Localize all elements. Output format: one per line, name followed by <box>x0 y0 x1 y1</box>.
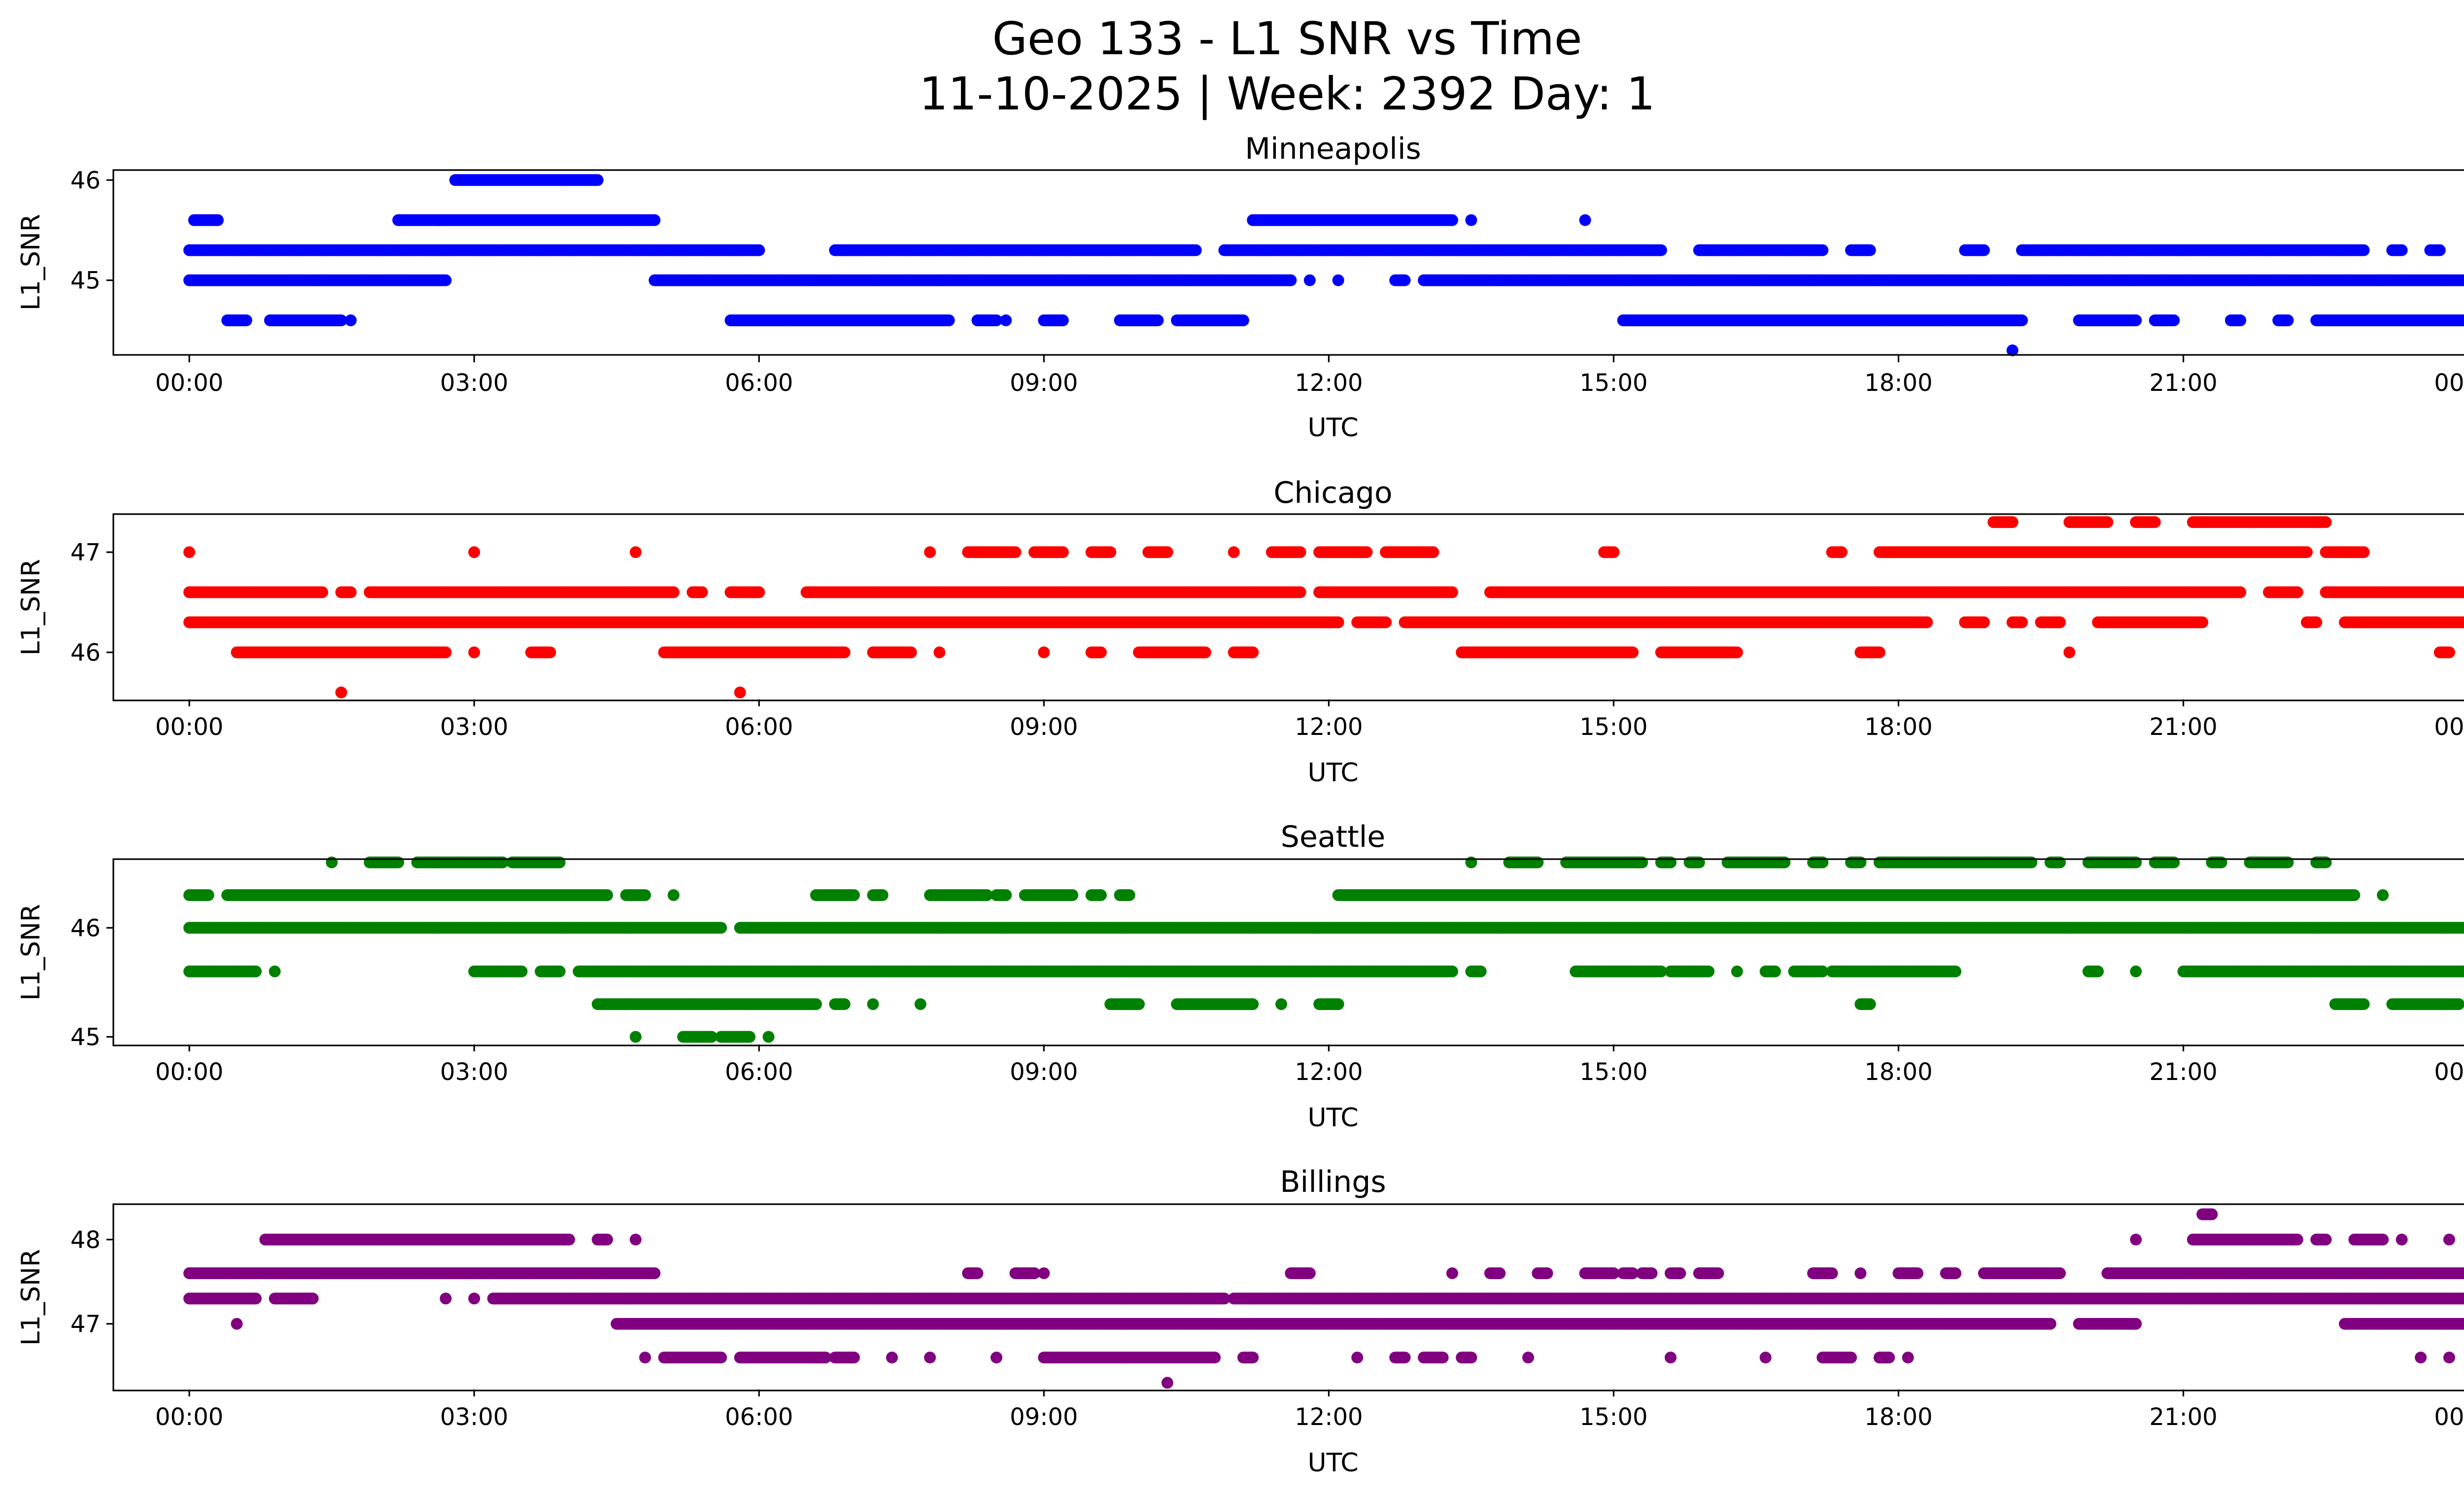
scatter-point <box>629 546 642 558</box>
x-tick-label: 00:00 <box>155 369 223 397</box>
scatter-point <box>2320 516 2332 528</box>
scatter-point <box>1361 546 1373 558</box>
subplot-minneapolis: Minneapolis 00:00 03:00 06:00 09:00 12:00 15:… <box>16 132 2464 443</box>
scatter-point <box>649 214 661 226</box>
y-tick-label: 45 <box>70 267 101 295</box>
scatter-point <box>1294 586 1306 598</box>
scatter-point <box>1608 546 1620 558</box>
scatter-point <box>183 546 196 558</box>
scatter-point <box>468 546 480 558</box>
scatter-point <box>1655 244 1667 256</box>
x-tick-label: 15:00 <box>1579 369 1647 397</box>
x-tick-label: 12:00 <box>1295 369 1363 397</box>
scatter-point <box>344 586 357 598</box>
scatter-point <box>2168 314 2180 326</box>
scatter-point <box>1835 546 1848 558</box>
scatter-point <box>1009 546 1022 558</box>
scatter-point <box>1285 274 1297 286</box>
y-axis-label: L1_SNR <box>16 214 46 311</box>
figure-title-line2: 11-10-2025 | Week: 2392 Day: 1 <box>919 68 1655 120</box>
y-tick-label: 46 <box>70 167 101 194</box>
scatter-point <box>2358 546 2370 558</box>
subplot-title: Minneapolis <box>1245 132 1421 166</box>
scatter-point <box>1000 314 1012 326</box>
scatter-point <box>696 586 708 598</box>
figure-title-line1: Geo 133 - L1 SNR vs Time <box>992 12 1582 65</box>
scatter-point <box>2006 516 2019 528</box>
scatter-point <box>1057 314 1069 326</box>
scatter-point <box>1237 314 1249 326</box>
scatter-point <box>1446 214 1458 226</box>
scatter-point <box>1579 214 1591 226</box>
scatter-point <box>1057 546 1069 558</box>
scatter-point <box>212 214 224 226</box>
scatter-point <box>753 586 765 598</box>
scatter-area <box>183 174 2464 356</box>
scatter-point <box>591 174 604 186</box>
scatter-point <box>1303 274 1316 286</box>
subplot-title: Chicago <box>1273 476 1392 510</box>
scatter-point <box>1465 214 1477 226</box>
scatter-point <box>2433 244 2446 256</box>
scatter-point <box>1161 546 1173 558</box>
scatter-point <box>943 314 955 326</box>
scatter-point <box>667 586 680 598</box>
scatter-point <box>2101 516 2114 528</box>
scatter-point <box>2301 546 2313 558</box>
scatter-point <box>1294 546 1306 558</box>
scatter-point <box>344 314 357 326</box>
x-tick-label: 03:00 <box>440 369 508 397</box>
x-tick-label: 00:00 <box>2434 369 2464 397</box>
scatter-point <box>1228 546 1240 558</box>
scatter-point <box>2396 244 2408 256</box>
scatter-point <box>316 586 328 598</box>
scatter-point <box>1978 244 1990 256</box>
scatter-point <box>2149 516 2161 528</box>
scatter-point <box>1427 546 1439 558</box>
x-axis-label: UTC <box>1307 413 1358 443</box>
x-tick-label: 06:00 <box>725 369 793 397</box>
scatter-point <box>1446 586 1458 598</box>
scatter-point <box>1399 274 1411 286</box>
scatter-point <box>2358 244 2370 256</box>
scatter-point <box>1332 274 1344 286</box>
scatter-point <box>1190 244 1202 256</box>
scatter-point <box>2130 314 2142 326</box>
scatter-point <box>2016 314 2028 326</box>
scatter-point <box>1104 546 1117 558</box>
x-tick-label: 09:00 <box>1010 369 1078 397</box>
x-tick-label: 21:00 <box>2149 369 2217 397</box>
scatter-point <box>753 244 765 256</box>
scatter-point <box>1152 314 1164 326</box>
x-tick-label: 18:00 <box>1864 369 1932 397</box>
scatter-point <box>1864 244 1876 256</box>
scatter-point <box>924 546 936 558</box>
scatter-point <box>440 274 452 286</box>
scatter-point <box>2282 314 2294 326</box>
scatter-point <box>2234 314 2247 326</box>
scatter-point <box>1816 244 1829 256</box>
scatter-point <box>240 314 252 326</box>
